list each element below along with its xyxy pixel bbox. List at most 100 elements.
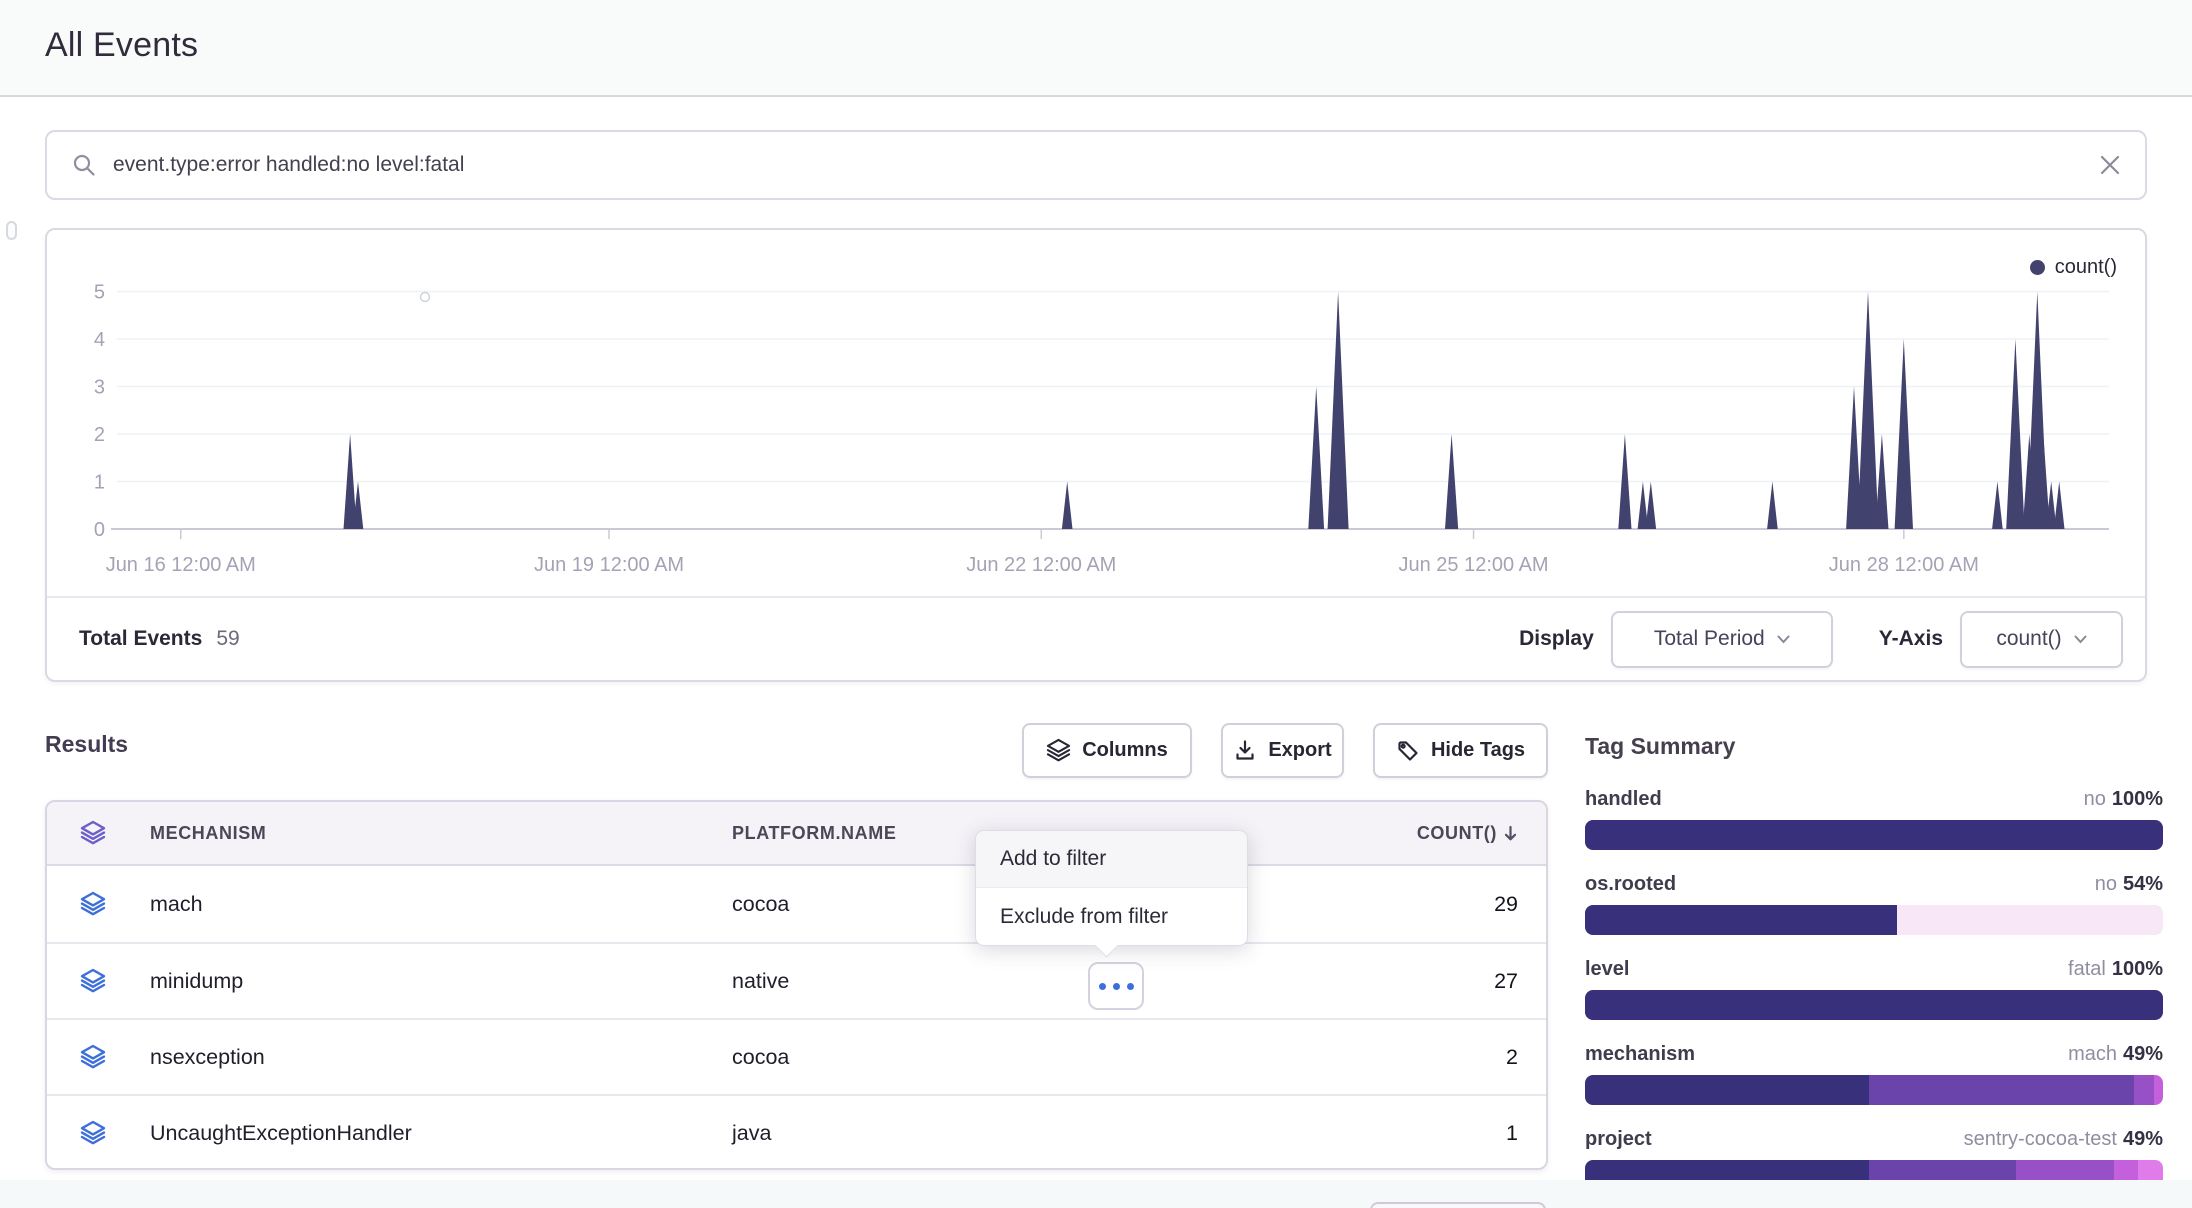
- layers-icon: [47, 968, 150, 994]
- tag-bar[interactable]: [1585, 905, 2163, 935]
- total-events-value: 59: [216, 627, 239, 651]
- search-icon: [71, 152, 97, 178]
- svg-text:2: 2: [94, 424, 105, 446]
- svg-text:Jun 16 12:00 AM: Jun 16 12:00 AM: [106, 554, 256, 576]
- pagination-button-cutoff[interactable]: [1370, 1202, 1546, 1208]
- cell-count[interactable]: 2: [1292, 1045, 1518, 1070]
- layers-icon: [47, 1120, 150, 1146]
- cell-count[interactable]: 27: [1292, 969, 1518, 994]
- tag-bar-segment: [2134, 1075, 2154, 1105]
- download-icon: [1233, 739, 1257, 763]
- page-header: All Events: [0, 0, 2192, 97]
- tag-bar[interactable]: [1585, 990, 2163, 1020]
- table-body: machcocoa29minidumpnative27nsexceptionco…: [47, 866, 1546, 1170]
- tag-bar-segment: [1585, 1075, 1869, 1105]
- svg-text:5: 5: [94, 282, 105, 304]
- export-button-label: Export: [1268, 739, 1331, 762]
- tag-name: level: [1585, 958, 1629, 981]
- tag-bar-segment: [2154, 1075, 2163, 1105]
- column-header-count[interactable]: COUNT(): [1292, 823, 1518, 844]
- table-row[interactable]: UncaughtExceptionHandlerjava1: [47, 1094, 1546, 1170]
- ellipsis-dot: [1099, 983, 1106, 990]
- y-axis-dropdown[interactable]: count(): [1960, 611, 2123, 668]
- hide-tags-button-label: Hide Tags: [1431, 739, 1525, 762]
- tag-bar-segment: [1585, 905, 1897, 935]
- tag-value: fatal100%: [2068, 958, 2163, 981]
- cell-mechanism[interactable]: nsexception: [150, 1045, 732, 1070]
- columns-button[interactable]: Columns: [1022, 723, 1192, 778]
- layers-icon: [47, 1044, 150, 1070]
- tag-percent: 49%: [2123, 1128, 2163, 1150]
- chart-footer: Total Events 59 Display Total Period Y-A…: [47, 596, 2145, 680]
- table-row[interactable]: minidumpnative27: [47, 942, 1546, 1018]
- table-row[interactable]: nsexceptioncocoa2: [47, 1018, 1546, 1094]
- display-dropdown[interactable]: Total Period: [1611, 611, 1833, 668]
- events-chart-panel: count() 012345Jun 16 12:00 AMJun 19 12:0…: [45, 228, 2147, 682]
- tag-header: level fatal100%: [1585, 958, 2163, 984]
- tag-entry: os.rootedno54%: [1585, 873, 2163, 935]
- columns-button-label: Columns: [1082, 739, 1168, 762]
- layers-icon: [47, 820, 150, 846]
- tag-top-value: no: [2095, 873, 2117, 895]
- cell-count[interactable]: 1: [1292, 1121, 1518, 1146]
- tag-header: handledno100%: [1585, 788, 2163, 814]
- tag-summary-title: Tag Summary: [1585, 733, 2163, 760]
- tag-icon: [1396, 739, 1420, 763]
- legend-dot-icon: [2030, 260, 2045, 275]
- context-menu: Add to filter Exclude from filter: [975, 830, 1248, 946]
- svg-text:Jun 19 12:00 AM: Jun 19 12:00 AM: [534, 554, 684, 576]
- chevron-down-icon: [2074, 635, 2087, 644]
- page-title: All Events: [45, 26, 198, 65]
- tag-percent: 100%: [2112, 958, 2163, 980]
- cell-count[interactable]: 29: [1292, 892, 1518, 917]
- svg-text:Jun 22 12:00 AM: Jun 22 12:00 AM: [966, 554, 1116, 576]
- ellipsis-dot: [1127, 983, 1134, 990]
- tag-name: handled: [1585, 788, 1662, 811]
- events-chart[interactable]: 012345Jun 16 12:00 AMJun 19 12:00 AMJun …: [47, 230, 2145, 600]
- cell-mechanism[interactable]: minidump: [150, 969, 732, 994]
- chevron-down-icon: [1777, 635, 1790, 644]
- svg-text:Jun 25 12:00 AM: Jun 25 12:00 AM: [1398, 554, 1548, 576]
- row-actions-button[interactable]: [1088, 962, 1144, 1010]
- search-bar[interactable]: event.type:error handled:no level:fatal: [45, 130, 2147, 200]
- table-row[interactable]: machcocoa29: [47, 866, 1546, 942]
- tag-value: sentry-cocoa-test 49%: [1964, 1128, 2163, 1151]
- tag-list: handledno100%os.rootedno54%levelfatal100…: [1585, 788, 2163, 1208]
- tag-header: mechanismmach49%: [1585, 1043, 2163, 1069]
- cell-platform[interactable]: java: [732, 1121, 1292, 1146]
- chart-legend[interactable]: count(): [2030, 256, 2117, 279]
- tag-bar-segment: [1585, 990, 2163, 1020]
- legend-label: count(): [2055, 256, 2117, 279]
- tag-name: project: [1585, 1128, 1652, 1151]
- cell-platform[interactable]: native: [732, 969, 1292, 994]
- svg-text:3: 3: [94, 377, 105, 399]
- tag-entry: handledno100%: [1585, 788, 2163, 850]
- y-axis-dropdown-value: count(): [1996, 627, 2061, 651]
- clear-search-icon[interactable]: [2097, 152, 2123, 178]
- tag-top-value: no: [2084, 788, 2106, 810]
- tag-entry: level fatal100%: [1585, 958, 2163, 1020]
- layers-icon: [1046, 738, 1071, 763]
- menu-item-exclude-from-filter[interactable]: Exclude from filter: [976, 888, 1247, 945]
- menu-item-add-to-filter[interactable]: Add to filter: [976, 831, 1247, 888]
- svg-text:0: 0: [94, 519, 105, 541]
- results-heading: Results: [45, 731, 128, 758]
- cell-mechanism[interactable]: mach: [150, 892, 732, 917]
- column-header-mechanism[interactable]: MECHANISM: [150, 823, 732, 844]
- tag-bar-segment: [1585, 820, 2163, 850]
- tag-bar-segment: [1869, 1075, 2134, 1105]
- export-button[interactable]: Export: [1221, 723, 1344, 778]
- total-events-label: Total Events: [79, 627, 202, 651]
- panel-drag-handle[interactable]: [6, 221, 17, 240]
- cell-platform[interactable]: cocoa: [732, 1045, 1292, 1070]
- hide-tags-button[interactable]: Hide Tags: [1373, 723, 1548, 778]
- tag-bar[interactable]: [1585, 1075, 2163, 1105]
- svg-text:1: 1: [94, 472, 105, 494]
- search-input[interactable]: event.type:error handled:no level:fatal: [113, 153, 464, 177]
- tag-bar[interactable]: [1585, 820, 2163, 850]
- tag-top-value: sentry-cocoa-test: [1964, 1128, 2117, 1150]
- cell-mechanism[interactable]: UncaughtExceptionHandler: [150, 1121, 732, 1146]
- ellipsis-dot: [1113, 983, 1120, 990]
- tag-percent: 54%: [2123, 873, 2163, 895]
- display-dropdown-value: Total Period: [1654, 627, 1765, 651]
